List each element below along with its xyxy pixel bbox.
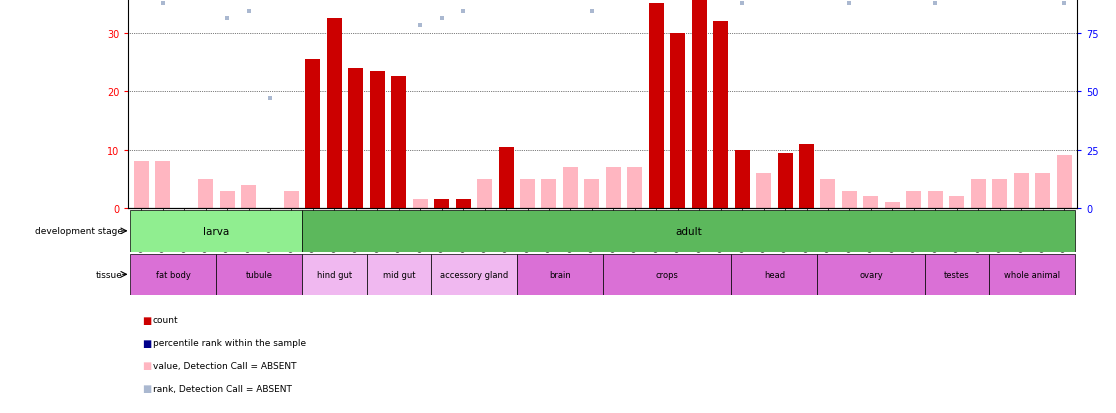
Bar xyxy=(306,60,320,209)
Text: value, Detection Call = ABSENT: value, Detection Call = ABSENT xyxy=(153,361,297,370)
Bar xyxy=(989,254,1075,295)
Bar xyxy=(603,254,731,295)
Bar xyxy=(392,77,406,209)
Bar xyxy=(734,150,750,209)
Bar xyxy=(778,153,792,209)
Bar xyxy=(692,0,706,209)
Text: fat body: fat body xyxy=(156,270,191,279)
Bar xyxy=(369,71,385,209)
Bar xyxy=(155,162,170,209)
Bar xyxy=(520,179,535,209)
Text: rank, Detection Call = ABSENT: rank, Detection Call = ABSENT xyxy=(153,384,291,393)
Text: tissue: tissue xyxy=(96,270,123,279)
Bar xyxy=(950,197,964,209)
Text: adult: adult xyxy=(675,226,702,236)
Bar xyxy=(302,254,366,295)
Bar xyxy=(348,69,364,209)
Bar xyxy=(517,254,603,295)
Bar xyxy=(864,197,878,209)
Bar xyxy=(327,19,341,209)
Text: ■: ■ xyxy=(142,383,151,393)
Text: development stage: development stage xyxy=(35,227,123,236)
Text: crops: crops xyxy=(655,270,679,279)
Bar xyxy=(1057,156,1071,209)
Bar xyxy=(283,191,299,209)
Bar xyxy=(885,203,899,209)
Bar xyxy=(217,254,302,295)
Bar xyxy=(1013,173,1029,209)
Bar xyxy=(627,168,643,209)
Bar xyxy=(431,254,517,295)
Bar xyxy=(499,147,513,209)
Bar xyxy=(841,191,857,209)
Bar xyxy=(927,191,943,209)
Bar xyxy=(585,179,599,209)
Bar xyxy=(434,200,449,209)
Text: ovary: ovary xyxy=(859,270,883,279)
Text: hind gut: hind gut xyxy=(317,270,352,279)
Bar xyxy=(731,254,817,295)
Text: head: head xyxy=(763,270,785,279)
Bar xyxy=(134,162,148,209)
Bar xyxy=(220,191,234,209)
Bar xyxy=(906,191,922,209)
Bar xyxy=(302,211,1075,252)
Text: count: count xyxy=(153,316,179,325)
Bar xyxy=(366,254,431,295)
Bar xyxy=(1035,173,1050,209)
Text: ■: ■ xyxy=(142,338,151,348)
Text: mid gut: mid gut xyxy=(383,270,415,279)
Text: ■: ■ xyxy=(142,361,151,370)
Text: ■: ■ xyxy=(142,315,151,325)
Bar xyxy=(799,145,814,209)
Text: larva: larva xyxy=(203,226,230,236)
Bar xyxy=(455,200,471,209)
Bar xyxy=(413,200,427,209)
Bar xyxy=(671,33,685,209)
Bar xyxy=(817,254,924,295)
Bar xyxy=(713,22,728,209)
Bar xyxy=(131,211,302,252)
Bar xyxy=(606,168,620,209)
Text: brain: brain xyxy=(549,270,570,279)
Bar xyxy=(971,179,985,209)
Bar xyxy=(924,254,989,295)
Text: testes: testes xyxy=(944,270,970,279)
Bar xyxy=(199,179,213,209)
Bar xyxy=(562,168,578,209)
Text: tubule: tubule xyxy=(246,270,272,279)
Bar xyxy=(241,185,256,209)
Bar xyxy=(648,5,664,209)
Text: accessory gland: accessory gland xyxy=(440,270,508,279)
Bar xyxy=(756,173,771,209)
Bar xyxy=(992,179,1007,209)
Text: percentile rank within the sample: percentile rank within the sample xyxy=(153,338,306,347)
Bar xyxy=(541,179,557,209)
Text: whole animal: whole animal xyxy=(1003,270,1060,279)
Bar xyxy=(478,179,492,209)
Bar xyxy=(131,254,217,295)
Bar xyxy=(820,179,836,209)
